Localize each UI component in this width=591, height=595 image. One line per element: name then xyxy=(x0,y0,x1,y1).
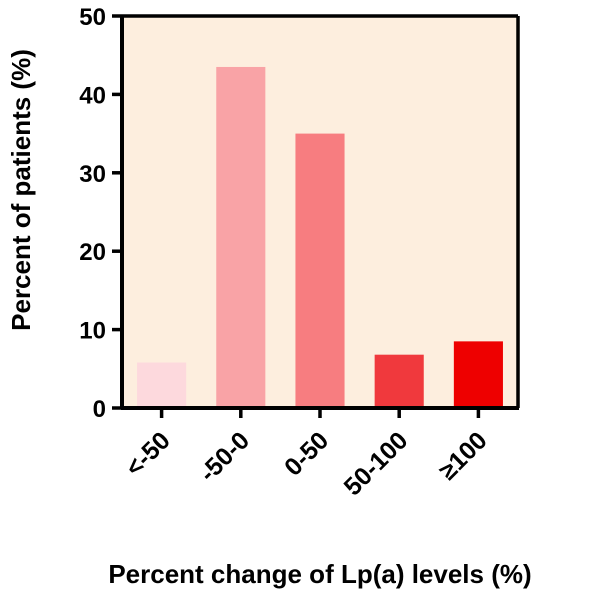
x-tick-label: 0-50 xyxy=(279,426,334,481)
x-tick-label: ≥100 xyxy=(434,426,493,485)
x-axis: <-50 -50-0 0-50 50-100 ≥100 xyxy=(120,406,519,501)
y-tick-label: 40 xyxy=(79,82,106,109)
y-axis-label: Percent of patients (%) xyxy=(6,49,36,331)
bar-1 xyxy=(216,66,266,409)
x-tick-label: <-50 xyxy=(120,426,176,482)
x-tick-label: -50-0 xyxy=(194,426,255,487)
bar-3 xyxy=(374,354,424,408)
y-tick-label: 50 xyxy=(79,4,106,31)
bar-0 xyxy=(137,362,187,408)
y-tick-label: 0 xyxy=(93,396,106,423)
y-tick-label: 10 xyxy=(79,318,106,345)
y-axis: 0 10 20 30 40 50 xyxy=(79,4,520,423)
y-tick-label: 30 xyxy=(79,161,106,188)
x-tick-label: 50-100 xyxy=(339,426,414,501)
x-axis-label: Percent change of Lp(a) levels (%) xyxy=(108,559,531,589)
y-tick-label: 20 xyxy=(79,239,106,266)
bar-4 xyxy=(453,341,503,408)
bar-2 xyxy=(295,133,345,408)
